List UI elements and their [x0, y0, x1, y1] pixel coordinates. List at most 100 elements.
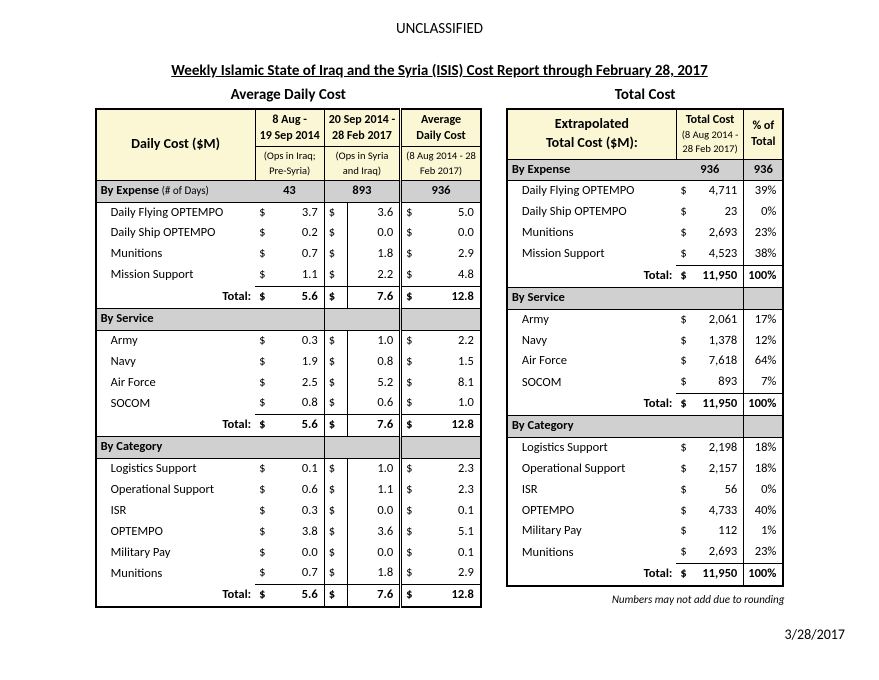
total-label: Total:	[507, 265, 677, 287]
currency-symbol: $	[255, 480, 277, 501]
row-label: Daily Flying OPTEMPO	[507, 181, 677, 202]
table-row: Operational Support$2,15718%	[507, 459, 784, 480]
cell-value: 23%	[744, 542, 784, 563]
hdr-text: Pre-Syria)	[260, 164, 320, 178]
section-header: By Category	[96, 437, 256, 459]
currency-symbol: $	[324, 223, 347, 244]
empty	[324, 437, 400, 459]
table-row: Munitions$0.7$1.8$2.9	[96, 244, 481, 265]
cell-value: 4,711	[698, 181, 743, 202]
currency-symbol: $	[324, 522, 347, 543]
table-row: Military Pay$1121%	[507, 521, 784, 542]
currency-symbol: $	[324, 352, 347, 373]
hdr-text: Total Cost ($M):	[512, 134, 672, 153]
row-label: Army	[507, 309, 677, 330]
row-label: ISR	[507, 480, 677, 501]
table-row: ISR$0.3$0.0$0.1	[96, 501, 481, 522]
row-label: OPTEMPO	[507, 501, 677, 522]
currency-symbol: $	[676, 309, 698, 330]
cell-value: 2.5	[277, 373, 324, 394]
table-row: Army$0.3$1.0$2.2	[96, 330, 481, 351]
cell-value: 1.8	[347, 244, 400, 265]
table-row: Navy$1,37812%	[507, 331, 784, 352]
currency-symbol: $	[676, 265, 698, 287]
currency-symbol: $	[255, 585, 277, 607]
cell-value: 12%	[744, 331, 784, 352]
table-row: Munitions$2,69323%	[507, 223, 784, 244]
table-row: OPTEMPO$4,73340%	[507, 501, 784, 522]
cell-value: 2,157	[698, 459, 743, 480]
total-row: Total:$5.6$7.6$12.8	[96, 585, 481, 607]
currency-symbol: $	[324, 585, 347, 607]
empty	[401, 308, 481, 330]
table-row: Operational Support$0.6$1.1$2.3	[96, 480, 481, 501]
currency-symbol: $	[324, 480, 347, 501]
currency-symbol: $	[401, 459, 425, 480]
currency-symbol: $	[401, 393, 425, 414]
table-row: Air Force$7,61864%	[507, 351, 784, 372]
row-label: Mission Support	[507, 244, 677, 265]
total-label: Total:	[507, 394, 677, 416]
cell-value: 112	[698, 521, 743, 542]
table-row: Daily Ship OPTEMPO$0.2$0.0$0.0	[96, 223, 481, 244]
currency-symbol: $	[324, 373, 347, 394]
total-label: Total:	[96, 287, 256, 309]
currency-symbol: $	[255, 223, 277, 244]
currency-symbol: $	[676, 542, 698, 563]
total-value: 100%	[744, 564, 784, 586]
currency-symbol: $	[401, 563, 425, 584]
total-label: Total:	[507, 564, 677, 586]
currency-symbol: $	[401, 223, 425, 244]
cell-value: 1.0	[347, 330, 400, 351]
cell-value: 0.1	[424, 501, 481, 522]
section-header: By Expense	[507, 159, 677, 181]
total-value: 7.6	[347, 287, 400, 309]
days-count: 936	[744, 159, 784, 181]
total-value: 5.6	[277, 415, 324, 437]
days-count: 43	[255, 180, 324, 202]
cell-value: 18%	[744, 459, 784, 480]
cell-value: 7,618	[698, 351, 743, 372]
cell-value: 0.1	[424, 543, 481, 564]
hdr-text: 20 Sep 2014 -	[329, 112, 395, 128]
cell-value: 7%	[744, 372, 784, 393]
cell-value: 0.0	[347, 223, 400, 244]
row-label: SOCOM	[507, 372, 677, 393]
currency-symbol: $	[324, 287, 347, 309]
cell-value: 23	[698, 202, 743, 223]
currency-symbol: $	[401, 265, 425, 286]
cell-value: 0.6	[347, 393, 400, 414]
hdr-text: Total	[748, 134, 778, 150]
table-row: SOCOM$8937%	[507, 372, 784, 393]
cell-value: 2,693	[698, 223, 743, 244]
row-label: Air Force	[507, 351, 677, 372]
currency-symbol: $	[324, 202, 347, 223]
cell-value: 0.8	[277, 393, 324, 414]
currency-symbol: $	[255, 352, 277, 373]
cell-value: 5.2	[347, 373, 400, 394]
total-label: Total:	[96, 585, 256, 607]
row-label: Military Pay	[96, 543, 256, 564]
left-col3-hdr: Average Daily Cost	[401, 109, 481, 147]
currency-symbol: $	[324, 563, 347, 584]
cell-value: 8.1	[424, 373, 481, 394]
currency-symbol: $	[255, 244, 277, 265]
empty	[744, 287, 784, 309]
total-cost-table: Extrapolated Total Cost ($M): Total Cost…	[506, 108, 785, 587]
currency-symbol: $	[255, 501, 277, 522]
hdr-text: (Ops in Iraq;	[260, 149, 320, 163]
currency-symbol: $	[676, 501, 698, 522]
total-value: 11,950	[698, 394, 743, 416]
row-label: Daily Ship OPTEMPO	[507, 202, 677, 223]
hdr-text: 28 Feb 2017)	[681, 142, 739, 156]
total-value: 100%	[744, 394, 784, 416]
cell-value: 0.0	[347, 501, 400, 522]
row-label: Operational Support	[96, 480, 256, 501]
total-value: 7.6	[347, 585, 400, 607]
empty	[676, 287, 743, 309]
currency-symbol: $	[255, 415, 277, 437]
table-row: Daily Ship OPTEMPO$230%	[507, 202, 784, 223]
currency-symbol: $	[255, 330, 277, 351]
hdr-text: Extrapolated	[512, 115, 672, 134]
currency-symbol: $	[676, 394, 698, 416]
